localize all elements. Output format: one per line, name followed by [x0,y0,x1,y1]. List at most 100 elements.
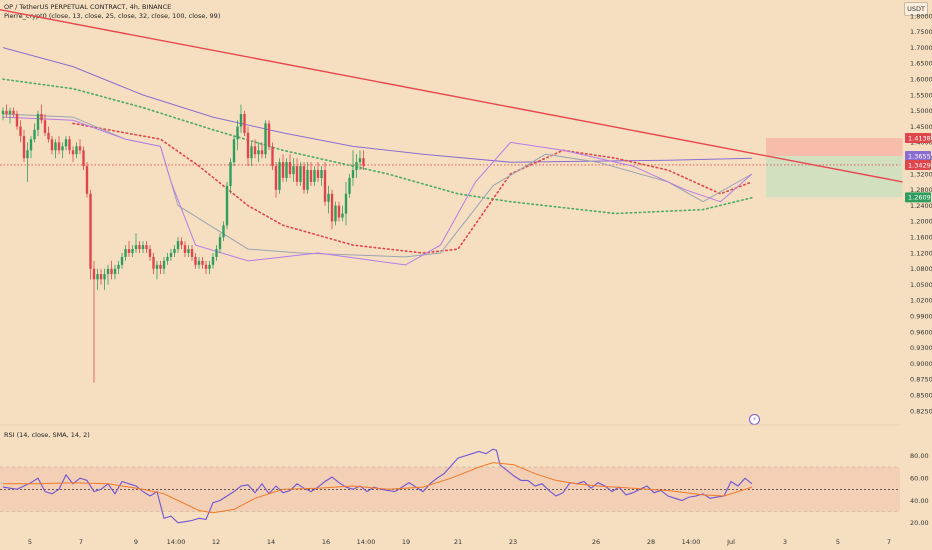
take-profit-zone [766,156,903,198]
overlay-line-0 [2,47,753,163]
candle [113,268,117,275]
candle [166,256,169,261]
x-tick-label: 3 [783,538,787,546]
y-tick-label: 0.9600 [910,328,932,336]
candle [330,193,334,222]
candle [85,166,89,194]
candle [302,166,306,190]
candle [162,260,166,269]
lightning-icon[interactable]: ⚡ [749,414,760,425]
candle [99,274,103,280]
candle [208,264,211,269]
candle [327,193,330,202]
rsi-series-0 [2,448,753,524]
candle [71,150,75,155]
rsi-band [0,467,900,512]
candle [89,193,92,269]
candle [19,126,22,137]
candle [120,256,124,265]
candle [358,158,362,163]
candle [22,136,26,159]
candle [337,205,341,218]
candle [362,158,365,167]
candle [225,185,229,226]
x-tick-label: 9 [134,538,138,546]
candle [344,193,348,214]
candle [253,146,257,155]
candle [68,139,71,151]
candle [176,241,180,250]
candle [103,274,106,280]
overlay-line-3 [2,113,753,258]
price-badge-label: 1.2609 [908,194,931,202]
overlay-line-2 [72,122,753,254]
candle [323,170,327,202]
price-badge-label: 1.3655 [908,152,931,160]
price-badge [905,151,931,162]
rsi-tick-label: 60.00 [910,475,929,483]
y-tick-label: 1.6500 [910,60,932,68]
y-tick-label: 1.2400 [910,202,932,210]
candle [148,249,152,257]
indicator-legend[interactable]: Pierre_crypt0 (close, 13, close, 25, clo… [4,12,221,20]
candle [47,132,50,140]
candle [96,274,99,280]
candle [316,170,320,178]
candle [204,264,208,269]
x-tick-label: 7 [887,538,891,546]
candle [246,132,250,159]
candle [54,142,57,151]
currency-badge[interactable]: USDT [904,2,928,16]
candle [75,146,78,155]
rsi-tick-label: 20.00 [910,519,929,527]
price-badge [905,133,931,144]
candle [190,249,194,257]
candle [299,166,302,182]
candle [243,113,246,133]
candle [334,205,337,222]
candle [183,245,187,253]
y-tick-label: 0.8750 [910,376,932,384]
y-tick-label: 1.2800 [910,186,932,194]
candle [57,142,61,151]
candle [264,123,267,155]
price-badge-label: 1.3429 [908,161,931,169]
candle [257,150,260,155]
candle [229,162,232,186]
candle [8,110,12,114]
candle [288,162,292,174]
y-tick-label: 1.2000 [910,218,932,226]
candle [194,256,197,265]
candle [106,268,110,275]
y-tick-label: 1.6000 [910,76,932,84]
x-tick-label: 14:00 [357,538,376,546]
candle [306,170,309,190]
candle [271,146,274,167]
candle [201,260,204,265]
y-tick-label: 1.3600 [910,155,932,163]
rsi-legend[interactable]: RSI (14, close, SMA, 14, 2) [4,431,90,439]
x-tick-label: 14 [267,538,275,546]
y-tick-label: 1.0800 [910,265,932,273]
candle [50,139,54,151]
price-badge-label: 1.4138 [908,134,931,142]
candle [1,110,5,114]
candle [309,170,313,182]
candle [348,177,351,194]
y-tick-label: 1.0200 [910,297,932,305]
candle [134,245,138,250]
candle [313,170,316,182]
candle [131,249,134,253]
candle [12,110,15,114]
candle [61,146,64,151]
y-tick-label: 1.4500 [910,123,932,131]
x-tick-label: 5 [836,538,840,546]
candle [82,150,85,167]
candle [152,256,155,269]
y-tick-label: 1.5000 [910,107,932,115]
candle [278,162,281,190]
candle [169,253,173,257]
candle [92,268,96,280]
